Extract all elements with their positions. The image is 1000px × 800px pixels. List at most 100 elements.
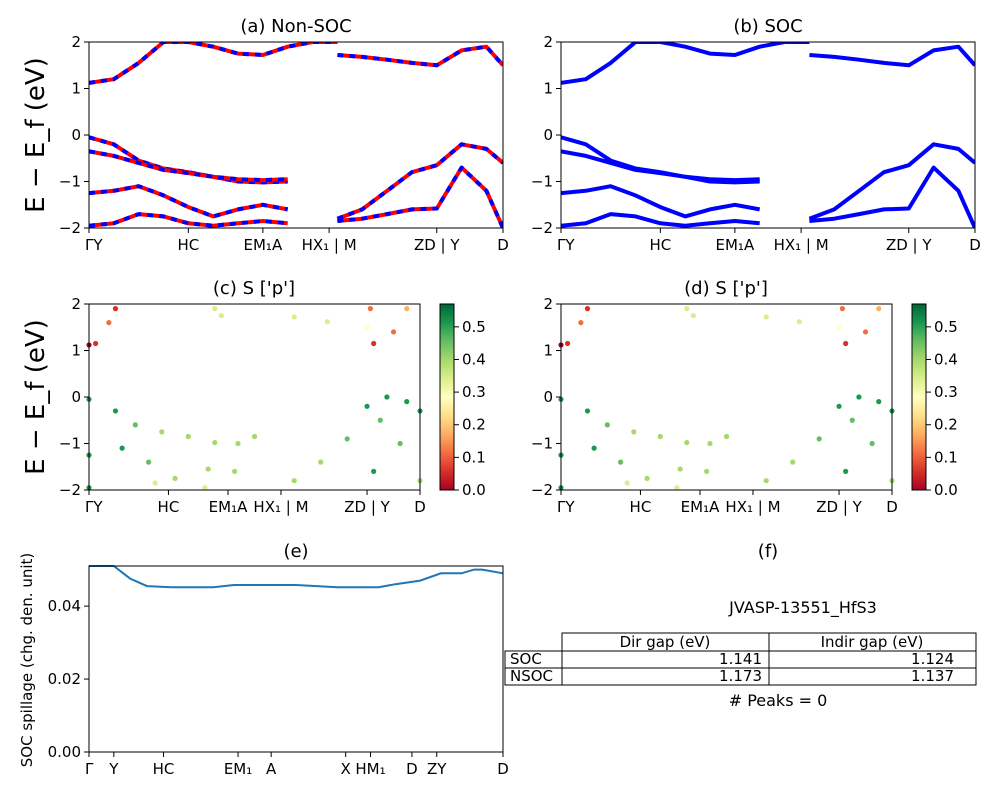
- d-point: [617, 459, 624, 465]
- title-f: (f): [758, 541, 778, 562]
- a-band-1: [89, 135, 288, 185]
- d-ytick-label: −1: [531, 435, 553, 453]
- c-point: [397, 440, 403, 447]
- d-xtick-label: ZD | Y: [816, 498, 862, 516]
- a-ytick-label: 1: [71, 80, 81, 98]
- d-point: [843, 468, 849, 474]
- c-point: [205, 466, 211, 472]
- d-point: [836, 324, 842, 330]
- d-point: [816, 436, 822, 442]
- d-point: [624, 480, 630, 486]
- b-xtick-label: ΓY: [557, 236, 575, 254]
- d-xtick-label: HC: [630, 498, 652, 516]
- d-point: [843, 340, 849, 347]
- e-xtick-label: Γ: [85, 760, 94, 778]
- c-xtick-label: EM₁A: [209, 498, 248, 516]
- table-row-nsoc-indir-cell: [768, 667, 977, 686]
- c-point: [318, 459, 324, 465]
- c-point: [390, 329, 397, 335]
- a-band-5: [337, 44, 503, 68]
- title-d: (d) S ['p']: [684, 278, 768, 299]
- a-ytick-label: −1: [59, 173, 81, 191]
- plot-a: 2 1 0 −1 −2ΓY HC EM₁A HX₁ | M ZD | Y D: [59, 33, 509, 254]
- a-xtick-label: HX₁ | M: [302, 236, 357, 254]
- d-point: [836, 403, 842, 409]
- d-point: [862, 329, 869, 335]
- e-xtick-label: D: [406, 760, 418, 778]
- colorbar-c-tick-label: 0.4: [462, 350, 486, 368]
- spillage-line: [89, 565, 504, 589]
- colorbar-c: 0.0 0.1 0.2 0.3 0.4 0.5: [439, 303, 486, 499]
- c-ytick-label: 2: [71, 295, 81, 313]
- d-point: [677, 466, 683, 472]
- d-point: [604, 422, 610, 428]
- colorbar-d-tick-label: 0.4: [934, 350, 958, 368]
- c-point: [251, 433, 258, 440]
- c-ytick-label: 0: [71, 388, 81, 406]
- c-point: [112, 408, 119, 414]
- ylabel-energy-top: E − E_f (eV): [21, 57, 51, 213]
- a-ytick-label: 0: [71, 126, 81, 144]
- d-point: [584, 408, 591, 414]
- plot-c: 2 1 0 −1 −2ΓY HC EM₁A HX₁ | M ZD | Y D: [59, 295, 426, 516]
- table-row-soc-dir: 1.141: [719, 650, 762, 668]
- c-point: [145, 459, 152, 465]
- d-point: [763, 478, 769, 484]
- colorbar-d-bar: [911, 303, 927, 491]
- d-point: [790, 459, 796, 465]
- colorbar-d-tick-label: 0.0: [934, 481, 958, 499]
- e-frame: [88, 565, 504, 753]
- d-frame: [560, 303, 893, 491]
- a-xtick-label: EM₁A: [244, 236, 283, 254]
- d-point: [856, 394, 862, 400]
- b-band-4: [561, 212, 760, 228]
- colorbar-d-tick-label: 0.1: [934, 448, 958, 466]
- c-point: [152, 480, 158, 486]
- c-point: [132, 422, 138, 428]
- b-xtick-label: HC: [649, 236, 671, 254]
- d-point: [763, 314, 769, 320]
- b-xtick-label: EM₁A: [716, 236, 755, 254]
- e-xtick-label: EM₁: [224, 760, 252, 778]
- ylabel-energy-mid: E − E_f (eV): [21, 319, 51, 475]
- gap-table: Dir gap (eV) Indir gap (eV) SOC 1.141 1.…: [504, 632, 977, 686]
- c-point: [93, 340, 99, 347]
- c-ytick-label: −2: [59, 481, 81, 499]
- c-point: [344, 436, 350, 442]
- b-ytick-label: 0: [543, 126, 553, 144]
- b-bands: [561, 42, 975, 228]
- a-band-7: [337, 165, 503, 228]
- plot-b: 2 1 0 −1 −2ΓY HC EM₁A HX₁ | M ZD | Y D: [531, 33, 981, 254]
- e-xtick-label: A: [266, 760, 277, 778]
- a-band-0: [89, 42, 338, 85]
- e-ytick-label: 0.00: [48, 743, 81, 761]
- b-xtick-label: D: [969, 236, 981, 254]
- e-xtick-label: HM₁: [355, 760, 385, 778]
- c-point: [185, 433, 191, 440]
- c-point: [367, 306, 373, 312]
- colorbar-d-tick-label: 0.2: [934, 416, 958, 434]
- b-band-1: [561, 135, 760, 185]
- table-row-nsoc-dir: 1.173: [719, 667, 762, 685]
- a-band-4: [89, 212, 288, 228]
- b-band-7: [809, 165, 975, 228]
- d-ytick-label: 0: [543, 388, 553, 406]
- table-row-soc-label: SOC: [510, 650, 542, 668]
- c-point: [235, 440, 241, 447]
- colorbar-c-tick-label: 0.0: [462, 481, 486, 499]
- d-xtick-label: EM₁A: [681, 498, 720, 516]
- c-ytick-label: −1: [59, 435, 81, 453]
- b-band-2: [561, 149, 760, 183]
- a-band-2: [89, 149, 288, 183]
- table-row-soc-indir: 1.124: [911, 650, 954, 668]
- c-ytick-label: 1: [71, 342, 81, 360]
- c-point: [159, 429, 165, 435]
- colorbar-c-tick-label: 0.1: [462, 448, 486, 466]
- c-point: [202, 485, 208, 491]
- a-bands: [89, 42, 503, 228]
- c-xtick-label: HX₁ | M: [253, 498, 308, 516]
- c-point: [218, 313, 224, 319]
- peaks-count: # Peaks = 0: [729, 691, 828, 710]
- c-point: [112, 306, 119, 312]
